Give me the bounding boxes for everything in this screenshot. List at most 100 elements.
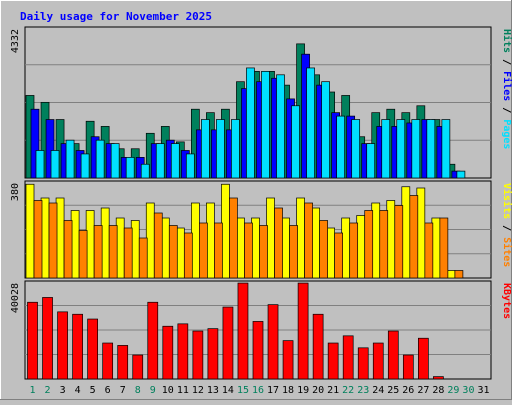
day-label-23: 23: [357, 385, 369, 396]
day-label-25: 25: [387, 385, 399, 396]
bar-pages-day-22: [351, 119, 361, 179]
day-label-28: 28: [432, 385, 444, 396]
bar-kbytes-day-10: [162, 325, 174, 380]
day-label-14: 14: [222, 385, 234, 396]
bar-kbytes-day-25: [387, 330, 399, 380]
bar-files-day-2: [45, 119, 55, 179]
bar-pages-day-23: [366, 143, 376, 179]
bar-kbytes-day-14: [222, 306, 234, 380]
bar-kbytes-day-16: [252, 321, 264, 380]
bar-kbytes-day-8: [132, 354, 144, 380]
day-label-2: 2: [45, 385, 51, 396]
bar-pages-day-13: [216, 119, 225, 179]
bar-pages-day-1: [35, 150, 45, 179]
bar-kbytes-day-26: [402, 354, 414, 380]
bar-sites-day-5: [93, 225, 103, 279]
bar-kbytes-day-21: [327, 342, 339, 380]
bar-sites-day-4: [78, 230, 88, 279]
day-label-12: 12: [192, 385, 204, 396]
bar-sites-day-11: [183, 232, 193, 279]
bar-sites-day-18: [289, 225, 298, 279]
day-label-7: 7: [120, 385, 126, 396]
legend-part: /: [501, 219, 512, 237]
day-label-4: 4: [75, 385, 81, 396]
bar-pages-day-5: [95, 139, 105, 179]
day-label-26: 26: [402, 385, 414, 396]
day-label-20: 20: [312, 385, 324, 396]
legend-part: Hits: [501, 29, 512, 53]
day-label-17: 17: [267, 385, 279, 396]
legend-part: Visits: [501, 183, 512, 219]
bar-sites-day-24: [379, 210, 389, 279]
legend-part: Sites: [501, 237, 512, 267]
bar-sites-day-8: [138, 237, 148, 279]
bar-sites-day-21: [334, 232, 343, 279]
bar-kbytes-day-9: [147, 301, 159, 380]
series-legend-label: KBytes: [501, 283, 512, 319]
day-axis-labels: 1 2 3 4 5 6 7 8 9 10 11 12 13 14 15 16 17 18 19 20 21 22 23 24 2…: [30, 385, 490, 396]
day-label-10: 10: [162, 385, 174, 396]
bar-pages-day-6: [110, 143, 120, 179]
bar-pages-day-18: [291, 105, 300, 179]
bar-pages-day-17: [276, 74, 285, 179]
bar-kbytes-day-12: [192, 330, 204, 380]
day-label-29: 29: [447, 385, 459, 396]
bar-kbytes-day-24: [372, 342, 384, 380]
bar-pages-day-27: [426, 119, 436, 179]
bar-sites-day-25: [394, 205, 404, 279]
day-label-5: 5: [90, 385, 96, 396]
chart-panels: 4332 Hits / Files / Pages 380 Visits / Site…: [10, 26, 512, 380]
bar-pages-day-8: [140, 163, 150, 179]
bar-sites-day-1: [33, 200, 43, 279]
bar-visits-day-1: [25, 183, 35, 279]
bar-kbytes-day-5: [87, 318, 99, 380]
bar-pages-day-16: [261, 71, 270, 179]
day-label-8: 8: [135, 385, 141, 396]
bar-pages-day-10: [170, 143, 180, 179]
legend-part: /: [501, 53, 512, 71]
day-label-1: 1: [30, 385, 36, 396]
bar-kbytes-day-23: [357, 347, 369, 380]
bar-pages-day-4: [80, 153, 90, 179]
day-label-15: 15: [237, 385, 249, 396]
bar-pages-day-25: [396, 119, 406, 179]
day-label-6: 6: [105, 385, 111, 396]
panel-kbytes: 40028 KBytes: [10, 280, 512, 380]
bar-kbytes-day-2: [42, 297, 53, 380]
y-max-label: 40028: [10, 283, 21, 313]
panel-hits-files-pages: 4332 Hits / Files / Pages: [10, 26, 512, 179]
bar-sites-day-22: [349, 222, 359, 279]
bar-sites-day-12: [199, 222, 208, 279]
y-max-label: 4332: [10, 29, 21, 53]
bar-sites-day-6: [108, 225, 118, 279]
bar-pages-day-26: [411, 119, 421, 179]
day-label-11: 11: [177, 385, 189, 396]
bar-sites-day-15: [244, 222, 253, 279]
day-label-27: 27: [417, 385, 429, 396]
bar-pages-day-20: [321, 81, 330, 179]
bar-sites-day-20: [319, 220, 328, 279]
day-label-24: 24: [372, 385, 384, 396]
bar-pages-day-14: [231, 119, 240, 179]
bar-sites-day-2: [48, 202, 58, 279]
bar-kbytes-day-17: [267, 304, 279, 380]
bar-sites-day-13: [214, 222, 223, 279]
legend-part: /: [501, 101, 512, 119]
bar-kbytes-day-6: [102, 342, 114, 380]
bar-kbytes-day-1: [27, 301, 38, 380]
panel-visits-sites: 380 Visits / Sites: [10, 180, 512, 279]
bar-sites-day-17: [274, 207, 283, 279]
bar-sites-day-26: [409, 195, 419, 279]
bar-sites-day-23: [364, 210, 374, 279]
bar-sites-day-3: [63, 220, 73, 279]
bar-kbytes-day-28: [433, 376, 444, 380]
bar-pages-day-9: [155, 143, 165, 179]
legend-part: Pages: [501, 119, 512, 149]
bar-sites-day-7: [123, 227, 133, 279]
bar-pages-day-11: [185, 153, 195, 179]
bar-kbytes-day-19: [297, 282, 309, 380]
bar-kbytes-day-13: [207, 328, 219, 380]
day-label-18: 18: [282, 385, 294, 396]
